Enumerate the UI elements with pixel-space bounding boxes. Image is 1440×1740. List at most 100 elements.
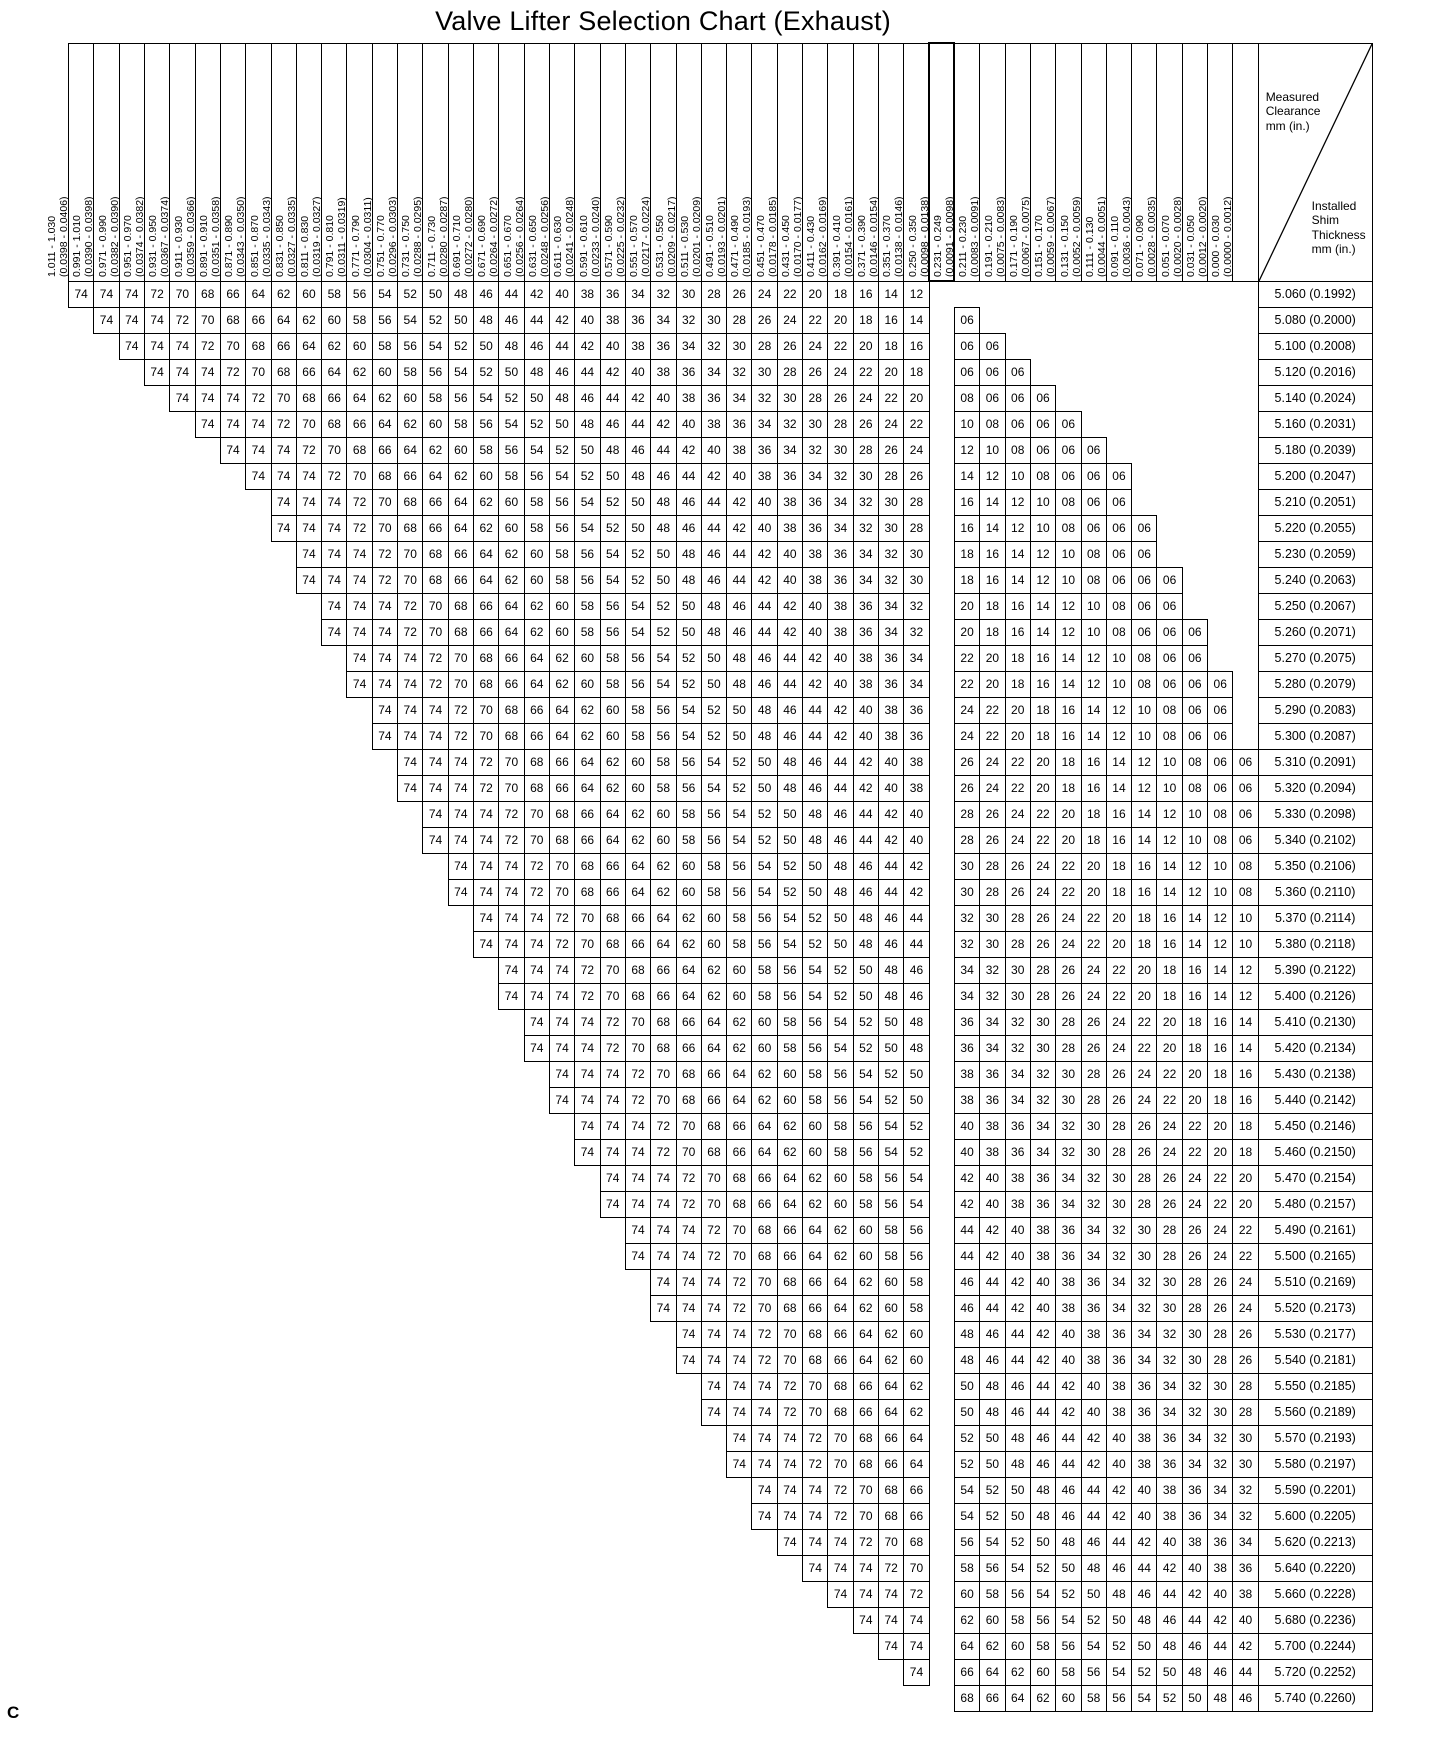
shim-number-cell: 38 xyxy=(776,514,804,542)
empty-cell xyxy=(423,1191,448,1217)
shim-number-cell: 54 xyxy=(523,436,550,464)
empty-cell xyxy=(220,853,245,879)
empty-cell xyxy=(170,1373,195,1399)
shim-number-cell: 64 xyxy=(827,1294,854,1322)
shim-number-cell: 14 xyxy=(1232,1008,1259,1036)
empty-cell xyxy=(727,1607,752,1633)
empty-cell xyxy=(220,1243,245,1269)
shim-number-cell: 10 xyxy=(953,410,981,438)
shim-number-cell: 70 xyxy=(397,540,424,568)
empty-cell xyxy=(69,723,94,749)
shim-number-cell: 36 xyxy=(700,384,728,412)
shim-number-cell: 52 xyxy=(624,566,652,594)
shim-number-cell: 68 xyxy=(523,748,550,776)
empty-cell xyxy=(1106,281,1131,307)
empty-cell xyxy=(195,645,220,671)
shim-number-cell: 52 xyxy=(650,618,677,646)
shim-number-cell: 74 xyxy=(523,982,550,1010)
clearance-range-text: 0.051 - 0.070 (0.0020 - 0.0028) xyxy=(1159,195,1184,277)
shim-number-cell: 42 xyxy=(1232,1632,1259,1660)
empty-cell xyxy=(119,1581,144,1607)
shim-number-cell: 64 xyxy=(953,1632,981,1660)
shim-number-cell: 48 xyxy=(953,1346,981,1374)
shim-number-cell: 22 xyxy=(1105,982,1133,1010)
empty-cell xyxy=(94,1191,119,1217)
shim-number-cell: 08 xyxy=(979,410,1006,438)
shim-number-cell: 58 xyxy=(903,1268,930,1296)
shim-number-cell: 20 xyxy=(1232,1190,1259,1218)
empty-cell xyxy=(651,1633,676,1659)
shim-number-cell: 14 xyxy=(1131,800,1158,828)
empty-cell xyxy=(499,1035,524,1061)
empty-cell xyxy=(929,619,954,645)
shim-number-cell: 06 xyxy=(1156,618,1183,646)
empty-cell xyxy=(195,957,220,983)
shim-number-cell: 66 xyxy=(270,332,297,360)
empty-cell xyxy=(119,1217,144,1243)
empty-cell xyxy=(929,1113,954,1139)
shim-number-cell: 62 xyxy=(827,1242,854,1270)
shim-number-cell: 60 xyxy=(776,1060,804,1088)
shim-number-cell: 54 xyxy=(802,956,829,984)
installed-shim-thickness-value: 5.590 (0.2201) xyxy=(1257,1476,1373,1504)
shim-number-cell: 42 xyxy=(852,748,880,776)
empty-cell xyxy=(625,1477,650,1503)
empty-cell xyxy=(448,1451,473,1477)
shim-number-cell: 26 xyxy=(1156,1164,1183,1192)
shim-number-cell: 48 xyxy=(852,904,880,932)
empty-cell xyxy=(246,1425,271,1451)
empty-cell xyxy=(929,463,954,489)
shim-number-cell: 06 xyxy=(953,306,981,334)
empty-cell xyxy=(423,957,448,983)
empty-cell xyxy=(398,1451,423,1477)
installed-shim-thickness-value: 5.280 (0.2079) xyxy=(1257,670,1373,698)
shim-number-cell: 26 xyxy=(1181,1242,1209,1270)
empty-cell xyxy=(676,1399,701,1425)
shim-number-cell: 36 xyxy=(726,410,753,438)
empty-cell xyxy=(347,1347,372,1373)
shim-number-cell: 66 xyxy=(498,644,525,672)
empty-cell xyxy=(853,1685,878,1711)
empty-cell xyxy=(549,1191,574,1217)
shim-number-cell: 68 xyxy=(397,488,424,516)
shim-number-cell: 42 xyxy=(953,1164,981,1192)
shim-number-cell: 54 xyxy=(852,1060,880,1088)
shim-number-cell: 72 xyxy=(726,1268,753,1296)
empty-cell xyxy=(929,1139,954,1165)
shim-number-cell: 74 xyxy=(472,852,500,880)
shim-number-cell: 74 xyxy=(371,670,399,698)
empty-cell xyxy=(296,1451,321,1477)
shim-number-cell: 74 xyxy=(776,1528,804,1556)
shim-number-cell: 38 xyxy=(1105,1372,1133,1400)
empty-cell xyxy=(195,1477,220,1503)
shim-number-cell: 52 xyxy=(903,1112,930,1140)
shim-number-cell: 72 xyxy=(472,774,500,802)
shim-number-cell: 36 xyxy=(1004,1112,1031,1140)
shim-number-cell: 62 xyxy=(498,540,525,568)
empty-cell xyxy=(600,1347,625,1373)
shim-number-cell: 68 xyxy=(852,1450,880,1478)
shim-number-cell: 14 xyxy=(1004,540,1031,568)
installed-shim-thickness-value: 5.320 (0.2094) xyxy=(1257,774,1373,802)
empty-cell xyxy=(296,1399,321,1425)
empty-cell xyxy=(474,1165,499,1191)
empty-cell xyxy=(170,1295,195,1321)
shim-number-cell: 74 xyxy=(371,644,399,672)
empty-cell xyxy=(347,827,372,853)
shim-number-cell: 08 xyxy=(1055,514,1082,542)
shim-number-cell: 54 xyxy=(1004,1554,1031,1582)
empty-cell xyxy=(220,775,245,801)
empty-cell xyxy=(727,1529,752,1555)
shim-number-cell: 74 xyxy=(447,878,475,906)
shim-number-cell: 66 xyxy=(700,1060,728,1088)
empty-cell xyxy=(372,905,397,931)
shim-number-cell: 60 xyxy=(523,540,550,568)
chart-row: 74 74 74 72 70 68 66 64 62 60 58 56 54 52 50 48 46 44 42 40… xyxy=(69,306,1373,334)
empty-cell xyxy=(195,1581,220,1607)
shim-number-cell: 50 xyxy=(852,982,880,1010)
empty-cell xyxy=(220,931,245,957)
empty-cell xyxy=(600,1451,625,1477)
empty-cell xyxy=(94,1269,119,1295)
shim-number-cell: 42 xyxy=(1156,1554,1183,1582)
chart-header: 1.011 - 1.030 (0.0398 - 0.0406) 0.991 - 1.… xyxy=(46,42,1373,282)
